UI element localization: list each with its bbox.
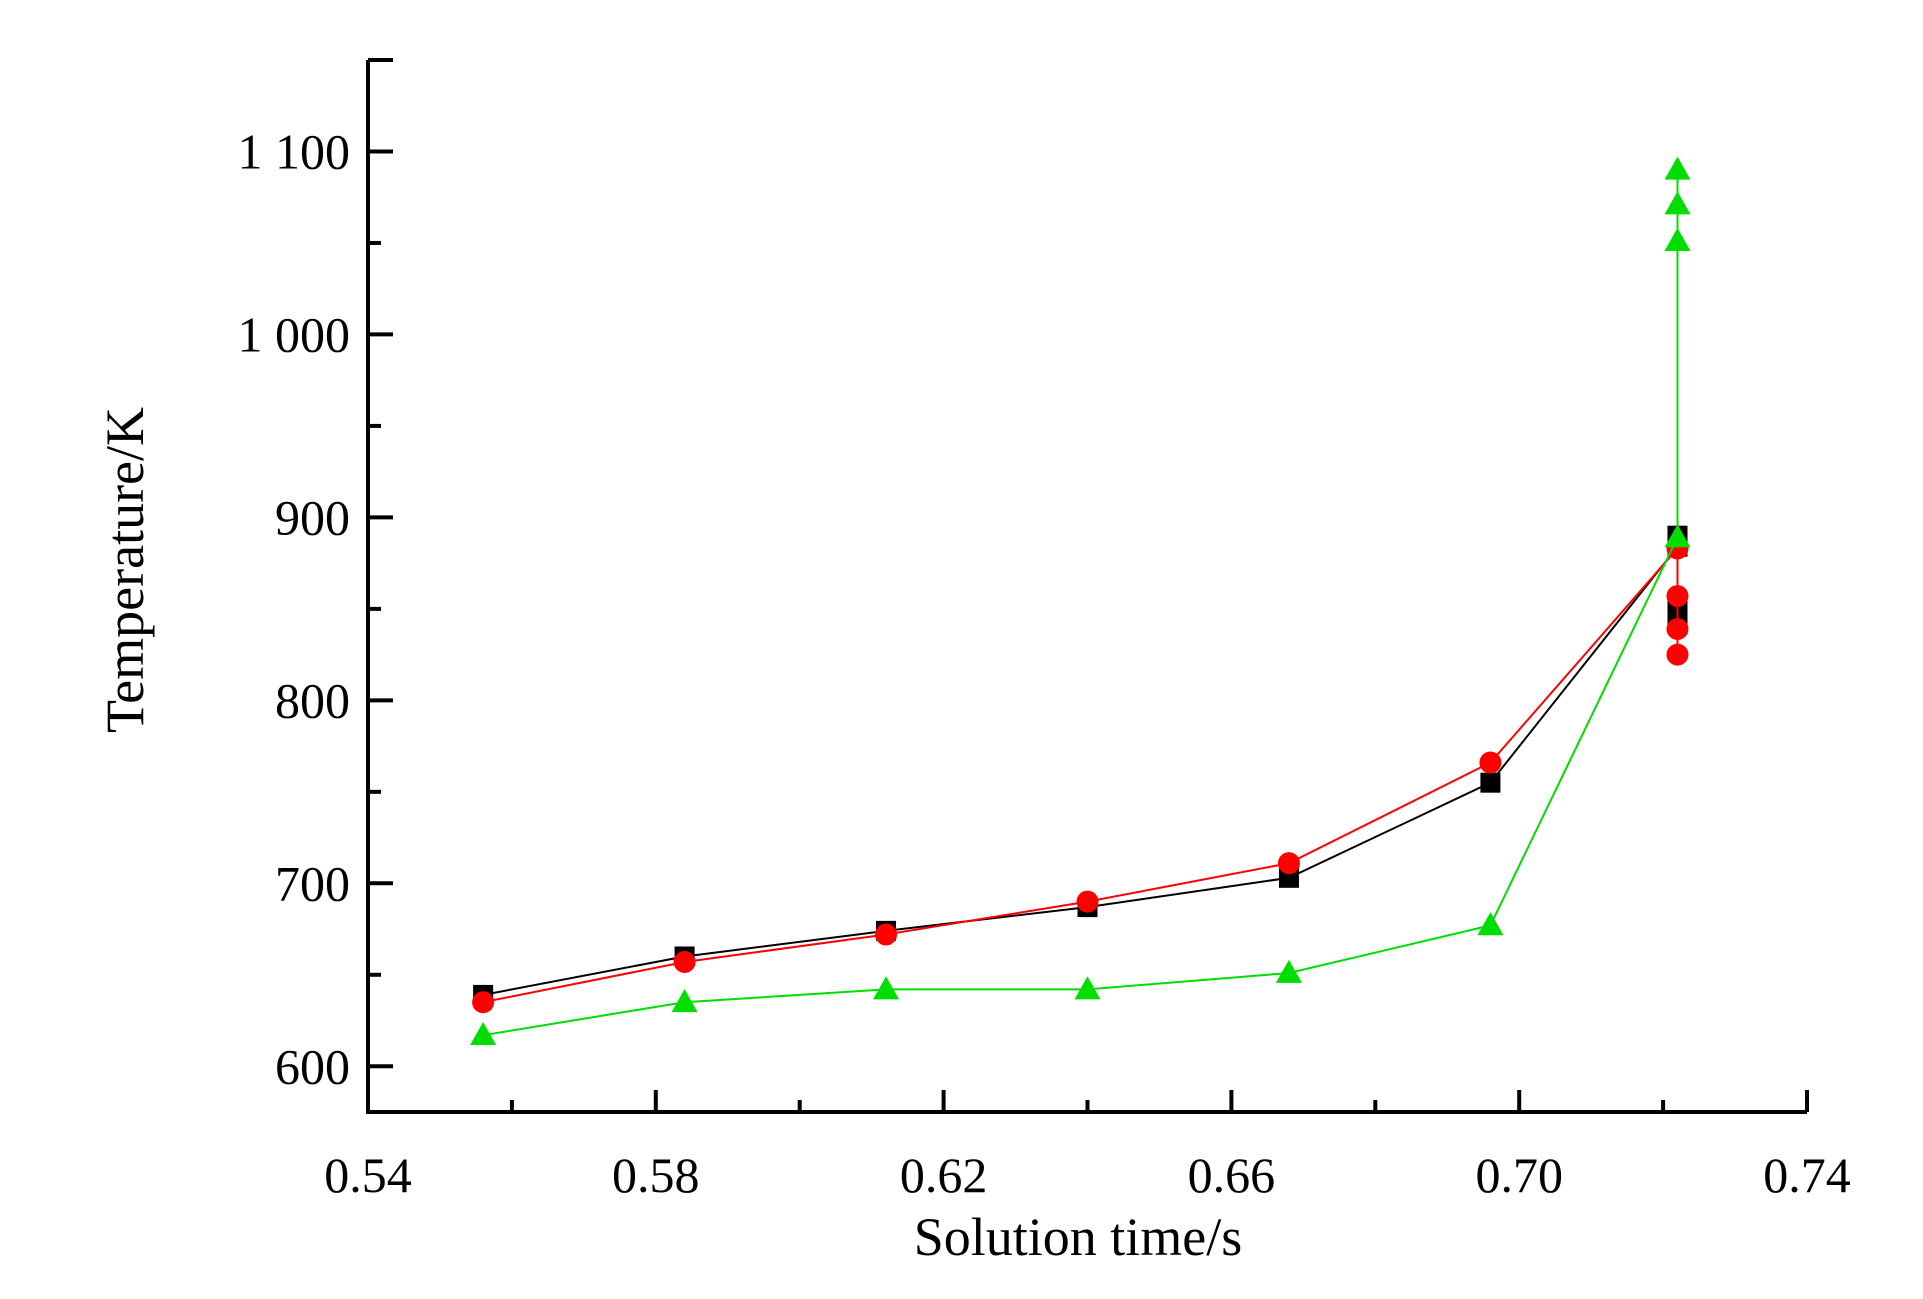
y-tick-label: 700: [275, 855, 350, 911]
y-tick-label: 600: [275, 1038, 350, 1094]
axes: 0.54 0.58 0.62 0.66 0.70 0.74 600 700 800 900 1 00…: [238, 58, 1851, 1203]
data-point-triangle: [1664, 524, 1691, 548]
y-tick-label: 1 000: [238, 306, 351, 362]
y-tick-label: 900: [275, 489, 350, 545]
y-tick-label: 800: [275, 672, 350, 728]
data-point-circle: [875, 923, 898, 946]
x-tick-label: 0.66: [1188, 1147, 1276, 1203]
x-tick-label: 0.74: [1763, 1147, 1851, 1203]
data-point-triangle: [470, 1021, 497, 1046]
data-point-circle: [1277, 852, 1300, 875]
data-point-triangle: [1074, 976, 1101, 1000]
data-point-circle: [1479, 751, 1502, 774]
data-point-triangle: [1664, 227, 1691, 252]
x-tick-label: 0.58: [612, 1147, 700, 1203]
data-point-triangle: [671, 989, 698, 1013]
series-square: [473, 525, 1688, 1005]
series-triangle: [470, 156, 1691, 1046]
data-point-circle: [1666, 585, 1689, 608]
data-point-square: [1480, 772, 1501, 793]
data-point-triangle: [1477, 912, 1504, 936]
data-point-circle: [1666, 643, 1689, 666]
data-point-triangle: [1275, 959, 1302, 983]
data-point-circle: [673, 950, 696, 973]
data-point-triangle: [1664, 156, 1691, 180]
data-point-circle: [1076, 890, 1099, 913]
y-tick-label: 1 100: [238, 123, 351, 179]
series-circle: [472, 537, 1689, 1014]
data-point-circle: [1666, 617, 1689, 640]
x-tick-label: 0.62: [900, 1147, 988, 1203]
data-point-triangle: [1664, 191, 1691, 215]
x-tick-label: 0.54: [324, 1147, 412, 1203]
y-axis-title: Temperature/K: [95, 407, 155, 733]
x-axis-title: Solution time/s: [914, 1207, 1243, 1267]
data-point-circle: [472, 991, 495, 1014]
x-tick-label: 0.70: [1475, 1147, 1563, 1203]
series-layer: [470, 156, 1691, 1046]
data-point-triangle: [873, 976, 900, 1000]
series-line: [482, 545, 1679, 1004]
series-line: [482, 169, 1679, 1037]
